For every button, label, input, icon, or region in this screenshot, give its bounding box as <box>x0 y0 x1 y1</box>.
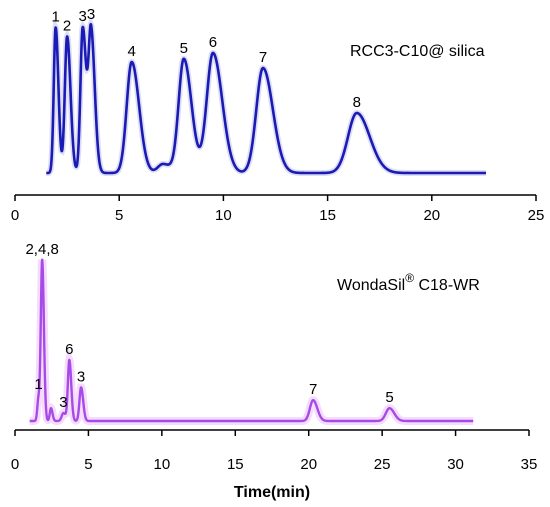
peak-label: 8 <box>353 94 361 111</box>
peak-label: 5 <box>385 389 393 406</box>
peak-label: 2,4,8 <box>25 241 58 258</box>
x-tick-label: 15 <box>227 456 244 473</box>
peak-label: 3 <box>59 394 67 411</box>
peak-label: 1 <box>51 8 59 25</box>
x-tick-label: 25 <box>374 456 391 473</box>
bottom-title-sup: ® <box>405 271 414 285</box>
x-tick-label: 30 <box>447 456 464 473</box>
x-tick-label: 10 <box>154 456 171 473</box>
top-series-line <box>45 22 488 175</box>
bottom-title-main: WondaSil <box>337 277 405 294</box>
x-tick-label: 5 <box>84 456 92 473</box>
top-panel-title: RCC3-C10@ silica <box>350 43 485 60</box>
peak-label: 1 <box>34 376 42 393</box>
x-tick-label: 15 <box>319 207 336 224</box>
peak-label: 2 <box>63 17 71 34</box>
x-tick-label: 25 <box>528 207 545 224</box>
x-tick-label: 20 <box>300 456 317 473</box>
peak-label: 7 <box>309 381 317 398</box>
bottom-title-rest: C18-WR <box>414 277 480 294</box>
x-tick-label: 5 <box>115 207 123 224</box>
peak-label: 3 <box>79 8 87 25</box>
x-tick-label: 20 <box>423 207 440 224</box>
x-tick-label: 35 <box>521 456 538 473</box>
x-tick-label: 0 <box>11 207 19 224</box>
x-axis-title: Time(min) <box>234 484 310 501</box>
top-peak-labels: 123 3 4 5 6 7 8 <box>51 6 360 111</box>
peak-label: 6 <box>209 34 217 51</box>
peak-label: 7 <box>259 49 267 66</box>
peak-label: 3 <box>77 368 85 385</box>
peak-label: 5 <box>180 40 188 57</box>
bottom-x-ticks: 0 5 10 15 20 25 30 35 <box>11 430 538 473</box>
top-x-ticks: 0 5 10 15 20 25 <box>11 195 545 224</box>
top-chromatogram-panel: 0 5 10 15 20 25 123 3 4 5 6 7 8 RCC3-C10@ silica <box>11 6 545 224</box>
bottom-series-line <box>28 258 475 423</box>
peak-label: 6 <box>65 341 73 358</box>
x-tick-label: 10 <box>215 207 232 224</box>
peak-label: 4 <box>128 43 136 60</box>
peak-label: 3 <box>87 6 95 23</box>
bottom-panel-title: WondaSil® C18-WR <box>337 271 480 294</box>
x-tick-label: 0 <box>11 456 19 473</box>
